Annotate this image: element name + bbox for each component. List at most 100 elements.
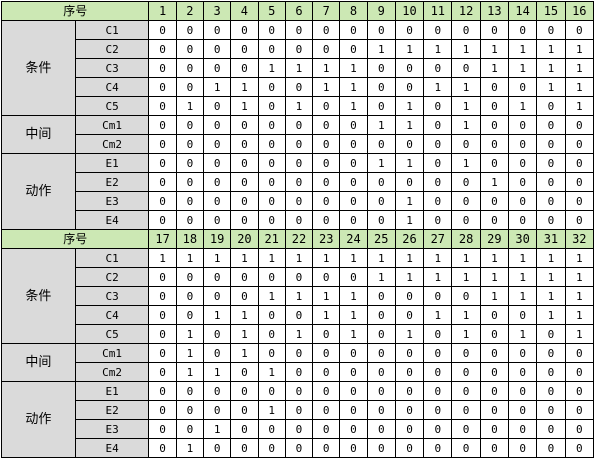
value-cell: 0 [284,134,314,154]
value-cell: 0 [230,210,259,230]
value-cell: 0 [366,172,396,192]
value-cell: 1 [339,305,368,325]
value-cell: 0 [203,115,232,135]
value-cell: 1 [230,343,259,363]
table-row: C3 0 0 0 0 1 1 1 1 0 0 0 0 1 1 1 1 [2,286,595,306]
value-cell: 0 [257,153,286,173]
value-cell: 0 [479,362,510,382]
value-cell: 0 [230,419,259,439]
value-cell: 0 [536,20,566,40]
value-cell: 0 [536,115,566,135]
value-cell: 0 [339,362,368,382]
value-cell: 0 [203,438,232,458]
value-cell: 0 [564,172,595,192]
seq-number: 26 [394,229,425,249]
value-cell: 1 [423,248,453,268]
value-cell: 0 [312,191,341,211]
value-cell: 1 [451,324,481,344]
value-cell: 0 [175,134,205,154]
value-cell: 0 [479,134,510,154]
value-cell: 1 [366,153,396,173]
value-cell: 1 [366,39,396,59]
value-cell: 0 [451,286,481,306]
value-cell: 1 [423,305,453,325]
value-cell: 0 [148,286,177,306]
row-label: C5 [74,324,150,344]
value-cell: 0 [423,343,453,363]
value-cell: 0 [479,343,510,363]
value-cell: 0 [423,172,453,192]
value-cell: 0 [257,134,286,154]
value-cell: 1 [339,58,368,78]
value-cell: 0 [203,172,232,192]
row-label: C4 [74,305,150,325]
value-cell: 0 [148,419,177,439]
value-cell: 0 [394,438,425,458]
value-cell: 0 [312,172,341,192]
seq-number: 11 [423,1,453,21]
seq-number: 9 [366,1,396,21]
value-cell: 1 [479,248,510,268]
value-cell: 1 [508,267,538,287]
value-cell: 0 [284,210,314,230]
value-cell: 0 [339,20,368,40]
row-label: E2 [74,172,150,192]
value-cell: 0 [203,134,232,154]
value-cell: 0 [148,58,177,78]
value-cell: 0 [284,115,314,135]
value-cell: 1 [564,39,595,59]
value-cell: 0 [479,153,510,173]
seq-number: 32 [564,229,595,249]
table-row: 中间 Cm1 0 1 0 1 0 0 0 0 0 0 0 0 0 0 0 0 [1,343,595,382]
header-row: 序号 17 18 19 20 21 22 23 24 25 26 27 28 29 30 31 32 [0,229,595,249]
value-cell: 0 [257,96,286,116]
value-cell: 0 [284,400,314,420]
value-cell: 0 [339,172,368,192]
value-cell: 0 [423,438,453,458]
value-cell: 1 [451,96,481,116]
value-cell: 1 [312,58,341,78]
value-cell: 1 [451,115,481,135]
row-label: E2 [74,400,150,420]
value-cell: 0 [339,438,368,458]
value-cell: 1 [203,305,232,325]
value-cell: 0 [257,77,286,97]
value-cell: 0 [451,210,481,230]
value-cell: 1 [451,77,481,97]
header-row: 序号 1 2 3 4 5 6 7 8 9 10 11 12 13 14 15 16 [0,1,595,21]
value-cell: 0 [564,438,595,458]
value-cell: 0 [175,77,205,97]
value-cell: 0 [284,438,314,458]
value-cell: 0 [257,191,286,211]
value-cell: 0 [479,20,510,40]
value-cell: 0 [312,115,341,135]
value-cell: 0 [148,96,177,116]
value-cell: 0 [564,115,595,135]
value-cell: 0 [423,96,453,116]
seq-number: 16 [564,1,595,21]
value-cell: 0 [366,286,396,306]
value-cell: 1 [479,286,510,306]
value-cell: 0 [175,191,205,211]
value-cell: 0 [508,172,538,192]
value-cell: 0 [479,419,510,439]
seq-number: 31 [536,229,566,249]
value-cell: 1 [203,362,232,382]
value-cell: 1 [230,324,259,344]
value-cell: 0 [257,305,286,325]
value-cell: 0 [203,58,232,78]
value-cell: 0 [536,362,566,382]
value-cell: 0 [230,362,259,382]
value-cell: 0 [175,153,205,173]
value-cell: 1 [423,77,453,97]
value-cell: 0 [564,210,595,230]
table-row: E2 0 0 0 0 1 0 0 0 0 0 0 0 0 0 0 0 [2,400,595,420]
value-cell: 0 [339,267,368,287]
seq-number: 6 [284,1,314,21]
group-label: 动作 [1,381,76,458]
value-cell: 0 [312,343,341,363]
value-cell: 0 [536,343,566,363]
value-cell: 0 [536,153,566,173]
value-cell: 0 [339,39,368,59]
value-cell: 0 [148,172,177,192]
